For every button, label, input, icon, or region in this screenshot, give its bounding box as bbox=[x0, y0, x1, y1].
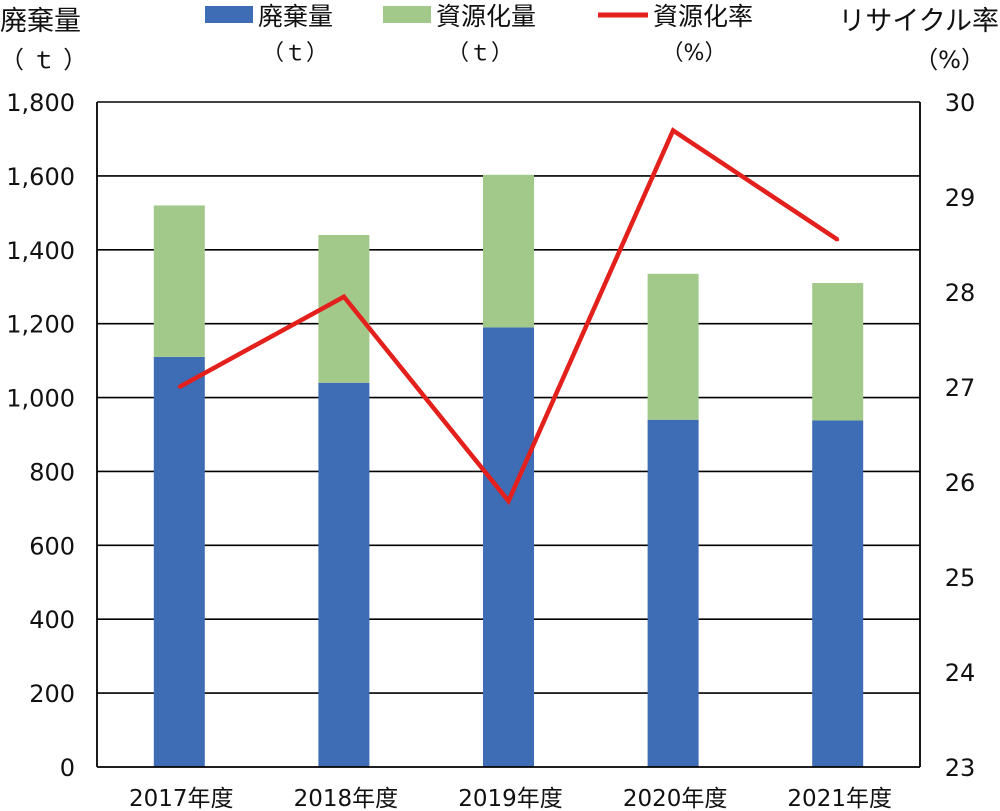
y-right-tick-label: 27 bbox=[945, 374, 976, 402]
bar-waste bbox=[483, 327, 534, 767]
y-right-tick-label: 26 bbox=[945, 469, 976, 497]
y-left-tick-label: 400 bbox=[29, 606, 75, 634]
recycle-rate-point bbox=[836, 238, 840, 242]
y-left-tick-label: 200 bbox=[29, 680, 75, 708]
axes: 0 200 400 600 800 1,000 1,200 1,400 1,600 1,800 23… bbox=[6, 89, 975, 811]
y-right-tick-label: 30 bbox=[945, 89, 976, 117]
x-tick-label: 2019年度 bbox=[458, 786, 563, 811]
legend-label: 資源化率 bbox=[653, 2, 753, 31]
bar-waste bbox=[647, 419, 699, 767]
bar-recycled bbox=[318, 235, 370, 383]
legend-swatch bbox=[205, 6, 253, 23]
recycle-rate-point bbox=[177, 385, 181, 389]
y-right-tick-label: 25 bbox=[945, 564, 976, 592]
bars bbox=[153, 174, 864, 767]
recycle-rate-point bbox=[671, 129, 675, 132]
bar-waste bbox=[812, 420, 864, 767]
bar-recycled bbox=[153, 205, 205, 357]
y-left-tick-label: 0 bbox=[60, 754, 75, 782]
bar-waste bbox=[318, 382, 370, 767]
y-left-unit: （ ｔ ） bbox=[0, 46, 87, 74]
bar-recycled bbox=[647, 273, 699, 420]
y-right-tick-label: 29 bbox=[945, 184, 976, 212]
bar-recycled bbox=[812, 283, 864, 421]
y-right-unit: （%） bbox=[914, 46, 985, 74]
y-right-title: リサイクル率 bbox=[838, 6, 999, 37]
legend-unit: （ｔ） bbox=[262, 41, 328, 66]
legend-unit: （%） bbox=[662, 41, 727, 66]
y-left-tick-label: 1,600 bbox=[6, 163, 75, 191]
x-tick-label: 2021年度 bbox=[787, 786, 892, 811]
x-tick-label: 2017年度 bbox=[129, 786, 234, 811]
legend-label: 資源化量 bbox=[436, 2, 536, 31]
y-left-title: 廃棄量 bbox=[0, 6, 81, 37]
x-tick-label: 2020年度 bbox=[623, 786, 728, 811]
y-left-tick-label: 1,000 bbox=[6, 385, 75, 413]
y-right-tick-label: 28 bbox=[945, 279, 976, 307]
recycle-rate-point bbox=[507, 499, 510, 503]
y-left-tick-label: 1,400 bbox=[6, 237, 75, 265]
legend-unit: （ｔ） bbox=[447, 41, 513, 66]
line-series bbox=[177, 127, 840, 506]
y-right-tick-label: 23 bbox=[945, 754, 976, 782]
bar-recycled bbox=[483, 174, 534, 328]
y-right-tick-label: 24 bbox=[945, 659, 976, 687]
legend-swatch bbox=[383, 6, 431, 23]
y-left-tick-label: 1,800 bbox=[6, 89, 75, 117]
x-tick-label: 2018年度 bbox=[294, 786, 399, 811]
legend-label: 廃棄量 bbox=[258, 2, 333, 31]
legend: 廃棄量 （ｔ） 資源化量 （ｔ） 資源化率 （%） bbox=[205, 2, 753, 66]
bar-waste bbox=[153, 356, 205, 767]
y-left-tick-label: 1,200 bbox=[6, 311, 75, 339]
recycle-rate-point bbox=[342, 295, 346, 299]
y-left-tick-label: 800 bbox=[29, 458, 75, 486]
y-left-tick-label: 600 bbox=[29, 532, 75, 560]
